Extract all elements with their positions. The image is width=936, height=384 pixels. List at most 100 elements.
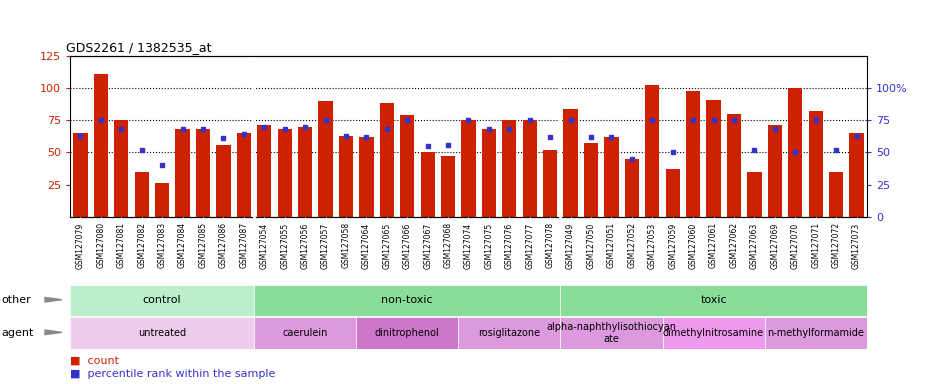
Bar — [420, 152, 434, 217]
Bar — [461, 120, 475, 217]
Text: GSM127076: GSM127076 — [505, 222, 513, 268]
Bar — [560, 318, 662, 349]
Text: GSM127060: GSM127060 — [688, 222, 697, 268]
Text: caerulein: caerulein — [282, 328, 328, 338]
Text: GSM127082: GSM127082 — [137, 222, 146, 268]
Bar — [441, 156, 455, 217]
Text: GSM127066: GSM127066 — [402, 222, 411, 268]
Text: GSM127084: GSM127084 — [178, 222, 187, 268]
Text: GSM127058: GSM127058 — [341, 222, 350, 268]
Bar — [662, 318, 764, 349]
Text: GSM127051: GSM127051 — [607, 222, 615, 268]
Text: GSM127068: GSM127068 — [443, 222, 452, 268]
Bar — [481, 129, 495, 217]
Text: GSM127071: GSM127071 — [811, 222, 819, 268]
Polygon shape — [45, 297, 62, 302]
Bar — [339, 136, 353, 217]
Text: GDS2261 / 1382535_at: GDS2261 / 1382535_at — [66, 41, 212, 55]
Text: toxic: toxic — [699, 295, 726, 306]
Bar — [624, 159, 638, 217]
Bar — [135, 172, 149, 217]
Bar — [560, 285, 866, 316]
Text: other: other — [2, 295, 32, 306]
Text: GSM127063: GSM127063 — [749, 222, 758, 268]
Polygon shape — [45, 330, 62, 334]
Text: GSM127075: GSM127075 — [484, 222, 493, 268]
Text: GSM127054: GSM127054 — [259, 222, 269, 268]
Bar — [318, 101, 332, 217]
Text: GSM127055: GSM127055 — [280, 222, 289, 268]
Bar — [764, 318, 866, 349]
Text: GSM127072: GSM127072 — [831, 222, 840, 268]
Bar — [808, 111, 822, 217]
Text: GSM127079: GSM127079 — [76, 222, 85, 268]
Bar — [356, 318, 458, 349]
Text: GSM127067: GSM127067 — [423, 222, 431, 268]
Bar — [70, 318, 254, 349]
Text: GSM127069: GSM127069 — [769, 222, 779, 268]
Bar — [277, 129, 291, 217]
Bar — [746, 172, 761, 217]
Bar — [726, 114, 740, 217]
Text: dinitrophenol: dinitrophenol — [374, 328, 439, 338]
Text: agent: agent — [2, 328, 35, 338]
Text: GSM127059: GSM127059 — [667, 222, 677, 268]
Text: GSM127052: GSM127052 — [627, 222, 636, 268]
Text: GSM127073: GSM127073 — [851, 222, 860, 268]
Bar — [94, 74, 108, 217]
Text: GSM127053: GSM127053 — [647, 222, 656, 268]
Bar — [237, 133, 251, 217]
Text: n-methylformamide: n-methylformamide — [767, 328, 863, 338]
Bar — [254, 285, 560, 316]
Text: GSM127064: GSM127064 — [361, 222, 371, 268]
Bar — [216, 145, 230, 217]
Bar — [665, 169, 680, 217]
Bar — [604, 137, 618, 217]
Text: GSM127078: GSM127078 — [545, 222, 554, 268]
Bar — [73, 133, 88, 217]
Text: GSM127074: GSM127074 — [463, 222, 473, 268]
Text: GSM127050: GSM127050 — [586, 222, 595, 268]
Text: GSM127087: GSM127087 — [239, 222, 248, 268]
Bar — [458, 318, 560, 349]
Text: GSM127065: GSM127065 — [382, 222, 391, 268]
Text: control: control — [142, 295, 182, 306]
Text: GSM127080: GSM127080 — [96, 222, 105, 268]
Text: ■  count: ■ count — [70, 355, 119, 365]
Text: GSM127057: GSM127057 — [321, 222, 329, 268]
Text: rosiglitazone: rosiglitazone — [477, 328, 540, 338]
Bar — [563, 109, 578, 217]
Text: ■  percentile rank within the sample: ■ percentile rank within the sample — [70, 369, 275, 379]
Text: untreated: untreated — [138, 328, 186, 338]
Text: GSM127083: GSM127083 — [157, 222, 167, 268]
Bar — [358, 137, 373, 217]
Bar — [522, 120, 536, 217]
Bar — [256, 125, 271, 217]
Bar — [706, 99, 720, 217]
Bar — [645, 85, 659, 217]
Bar — [379, 103, 393, 217]
Text: GSM127086: GSM127086 — [219, 222, 227, 268]
Bar — [685, 91, 699, 217]
Text: GSM127049: GSM127049 — [565, 222, 575, 268]
Text: dimethylnitrosamine: dimethylnitrosamine — [663, 328, 764, 338]
Bar — [583, 143, 597, 217]
Bar — [154, 184, 169, 217]
Text: GSM127061: GSM127061 — [709, 222, 717, 268]
Text: GSM127085: GSM127085 — [198, 222, 207, 268]
Bar — [70, 285, 254, 316]
Bar — [848, 133, 863, 217]
Bar — [767, 125, 782, 217]
Text: alpha-naphthylisothiocyan
ate: alpha-naphthylisothiocyan ate — [546, 322, 676, 344]
Text: GSM127056: GSM127056 — [300, 222, 309, 268]
Bar — [175, 129, 189, 217]
Text: GSM127077: GSM127077 — [525, 222, 534, 268]
Bar — [298, 127, 312, 217]
Bar — [787, 88, 801, 217]
Bar — [828, 172, 842, 217]
Bar — [254, 318, 356, 349]
Bar — [502, 120, 516, 217]
Bar — [400, 115, 414, 217]
Text: GSM127081: GSM127081 — [117, 222, 125, 268]
Bar — [196, 129, 210, 217]
